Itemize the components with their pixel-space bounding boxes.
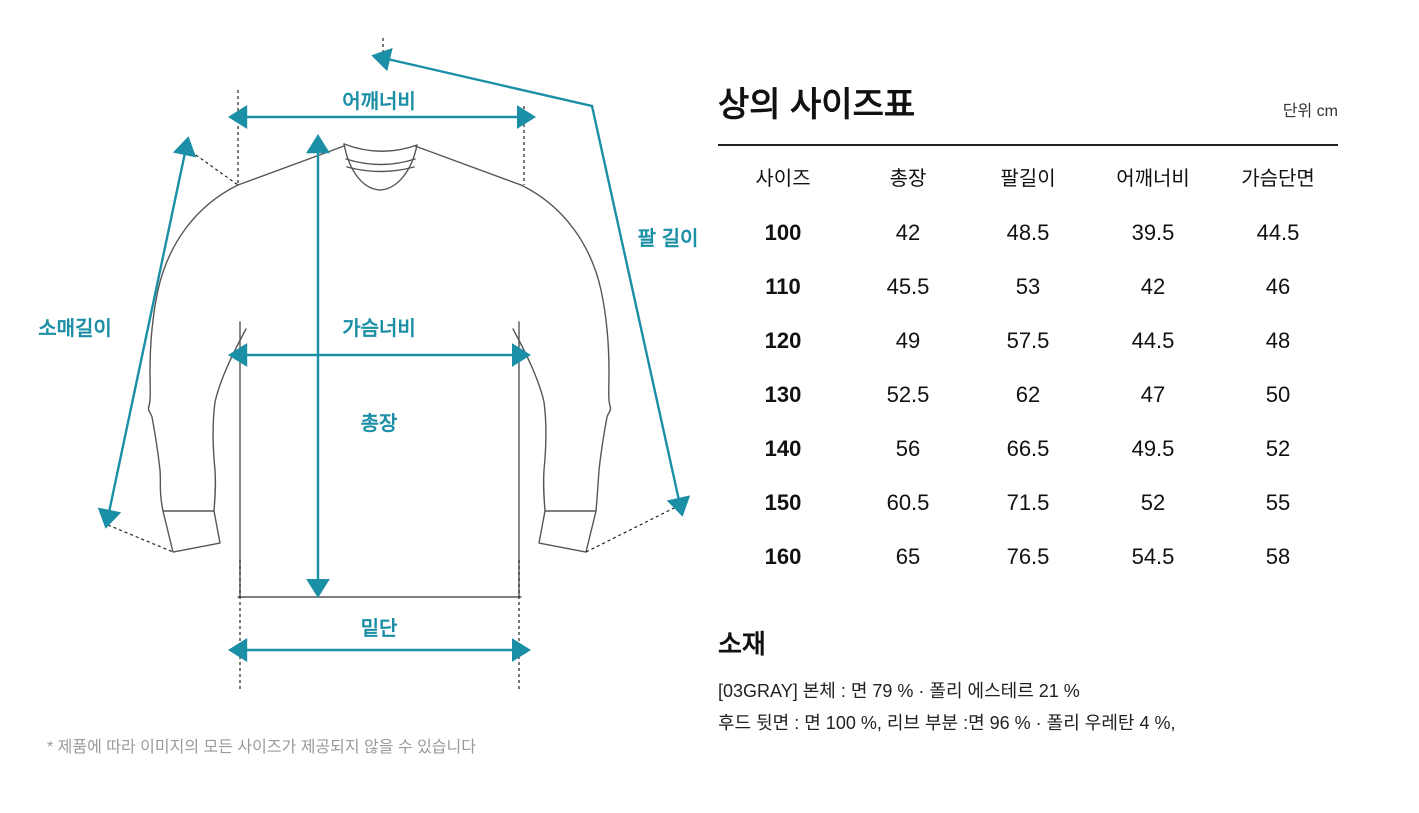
svg-text:밑단: 밑단 xyxy=(361,617,398,640)
svg-text:가슴너비: 가슴너비 xyxy=(342,317,416,340)
svg-text:총장: 총장 xyxy=(361,412,398,435)
svg-text:팔 길이: 팔 길이 xyxy=(638,227,699,250)
svg-text:* 제품에 따라 이미지의 모든 사이즈가 제공되지 않을: * 제품에 따라 이미지의 모든 사이즈가 제공되지 않을 수 있습니다 xyxy=(47,738,476,756)
svg-text:소매길이: 소매길이 xyxy=(38,317,112,340)
svg-text:어깨너비: 어깨너비 xyxy=(342,90,416,113)
